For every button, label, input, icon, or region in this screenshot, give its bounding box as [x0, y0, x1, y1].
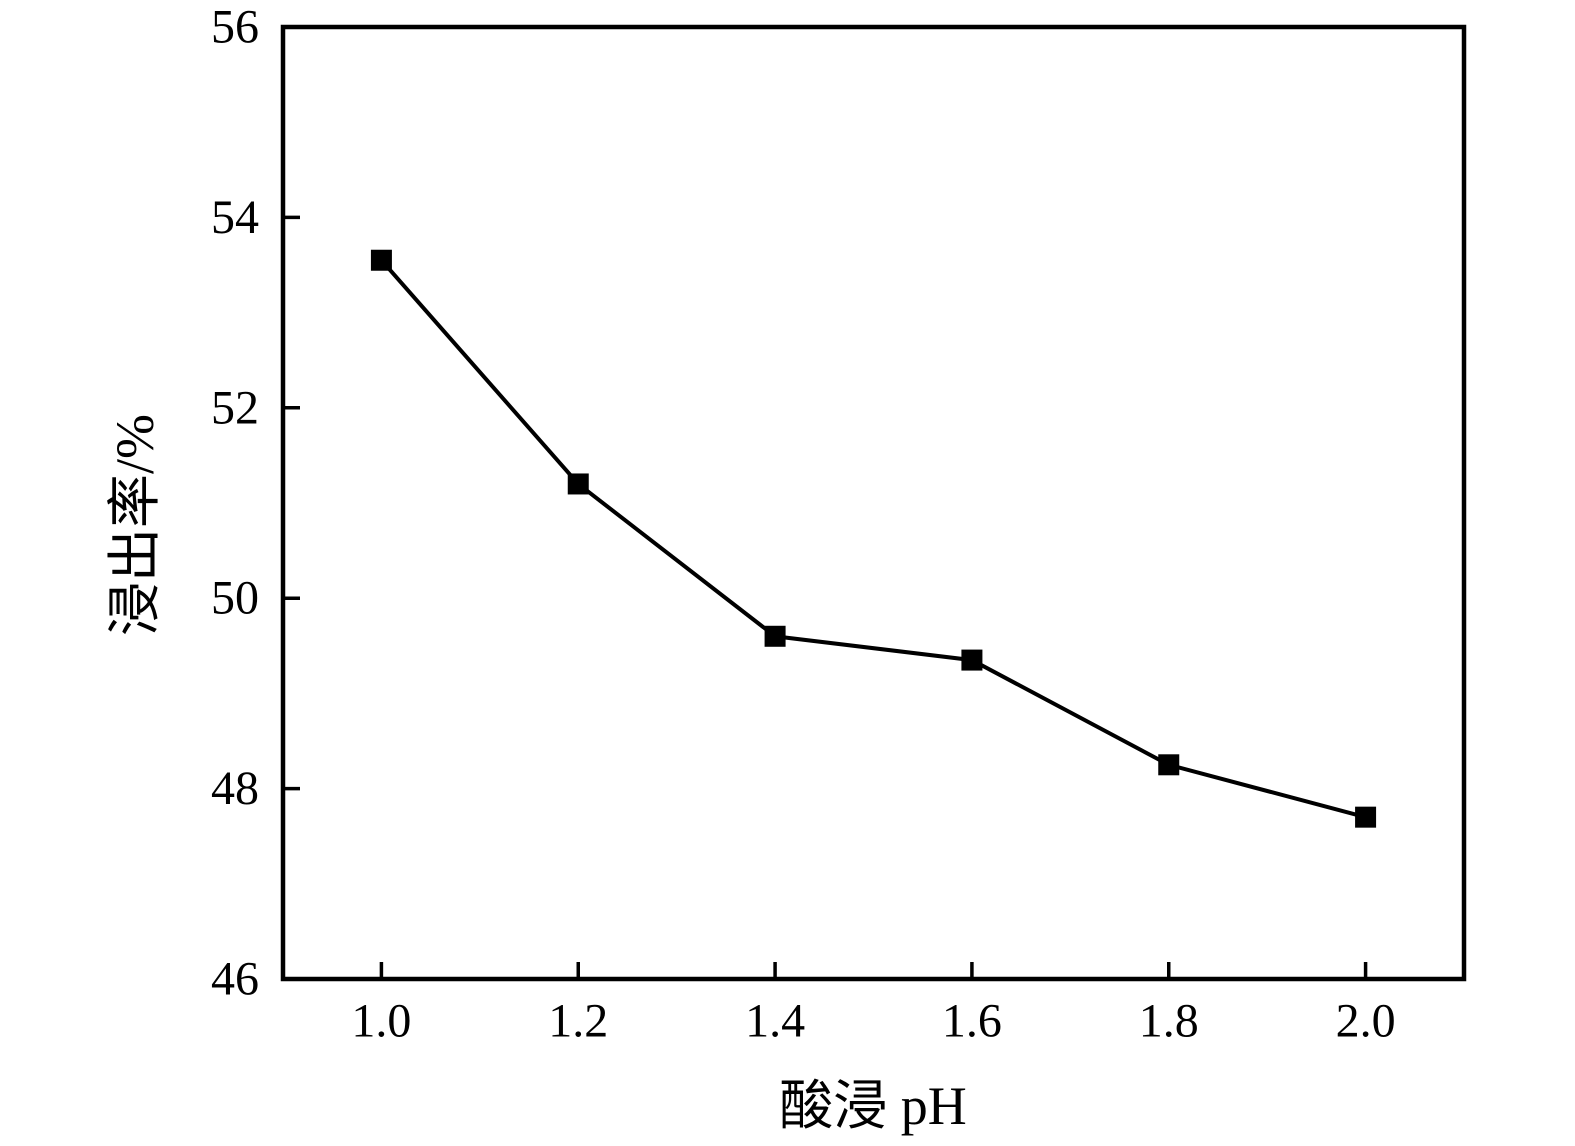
x-tick-label: 1.6 [942, 995, 1002, 1048]
y-axis-title: 浸出率/% [105, 414, 165, 636]
x-tick-label: 1.2 [548, 995, 608, 1048]
x-tick-label: 1.4 [745, 995, 805, 1048]
data-point-marker [370, 249, 392, 271]
plot-frame [280, 24, 1467, 982]
y-axis-ticks: 46 48 50 52 54 56 [211, 1, 300, 1006]
data-point-marker [1355, 806, 1377, 828]
y-tick-label: 46 [211, 953, 259, 1006]
data-point-marker [567, 473, 589, 495]
y-tick-label: 50 [211, 572, 259, 625]
x-tick-label: 1.0 [351, 995, 411, 1048]
data-point-marker [764, 625, 786, 647]
y-tick-label: 56 [211, 1, 259, 54]
data-series [370, 249, 1377, 828]
x-axis-ticks: 1.0 1.2 1.4 1.6 1.8 2.0 [351, 962, 1396, 1048]
x-axis-title: 酸浸 pH [779, 1076, 967, 1136]
data-point-marker [961, 649, 983, 671]
y-tick-label: 48 [211, 762, 259, 815]
data-point-marker [1158, 754, 1180, 776]
y-tick-label: 52 [211, 381, 259, 434]
x-tick-label: 1.8 [1139, 995, 1199, 1048]
plot-frame-border [280, 24, 1467, 982]
x-tick-label: 2.0 [1336, 995, 1396, 1048]
y-tick-label: 54 [211, 191, 259, 244]
series-line [379, 258, 1367, 820]
